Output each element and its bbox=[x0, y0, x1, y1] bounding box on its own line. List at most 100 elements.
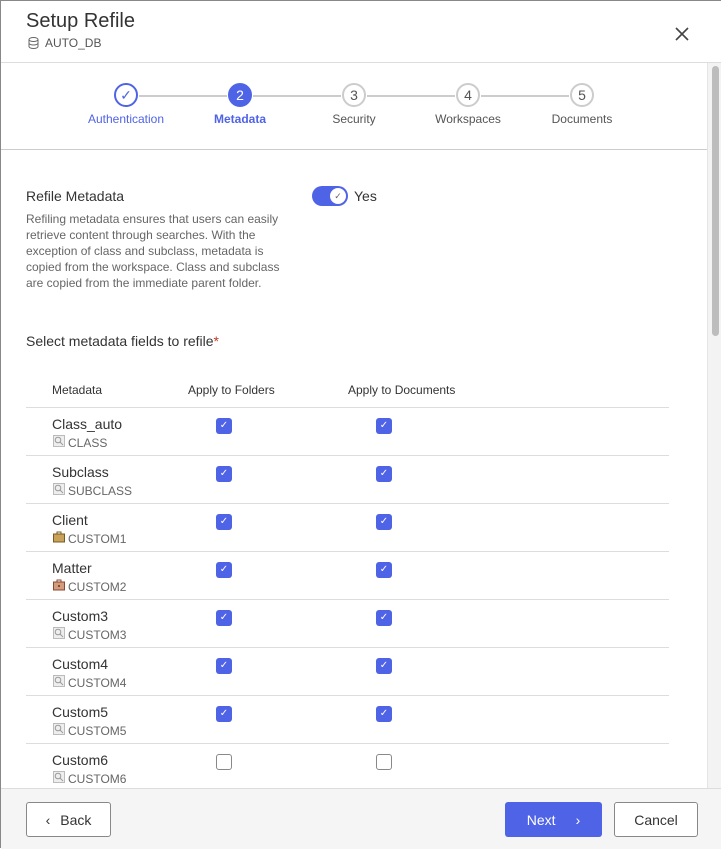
apply-folders-checkbox[interactable]: ✓ bbox=[216, 658, 232, 674]
step-workspaces[interactable]: 4 Workspaces bbox=[408, 83, 528, 126]
lookup-icon bbox=[53, 435, 65, 450]
table-row: Client CUSTOM1 ✓ ✓ bbox=[26, 504, 669, 552]
chevron-right-icon: › bbox=[575, 811, 581, 828]
metadata-code-text: CUSTOM6 bbox=[68, 771, 127, 786]
apply-folders-checkbox[interactable]: ✓ bbox=[216, 514, 232, 530]
apply-folders-checkbox[interactable]: ✓ bbox=[216, 466, 232, 482]
step-number: 4 bbox=[456, 83, 480, 107]
step-connector bbox=[139, 95, 227, 97]
metadata-name: Custom5 bbox=[52, 704, 109, 720]
wizard-stepper: ✓ Authentication 2 Metadata 3 Security 4 Worksp… bbox=[1, 63, 707, 150]
table-row: Custom6 CUSTOM6 bbox=[26, 744, 669, 788]
step-number: 5 bbox=[570, 83, 594, 107]
table-row: Custom3 CUSTOM3 ✓ ✓ bbox=[26, 600, 669, 648]
scrollbar-thumb[interactable] bbox=[712, 66, 719, 336]
step-security[interactable]: 3 Security bbox=[294, 83, 414, 126]
step-label: Security bbox=[332, 112, 376, 126]
apply-documents-checkbox[interactable]: ✓ bbox=[376, 562, 392, 578]
select-fields-text: Select metadata fields to refile bbox=[26, 333, 214, 349]
metadata-code: CUSTOM4 bbox=[53, 675, 126, 690]
metadata-name: Custom6 bbox=[52, 752, 109, 768]
metadata-code-text: CUSTOM5 bbox=[68, 723, 127, 738]
metadata-name: Subclass bbox=[52, 464, 109, 480]
metadata-name: Client bbox=[52, 512, 88, 528]
lookup-icon bbox=[53, 627, 65, 642]
step-label: Metadata bbox=[213, 112, 266, 126]
metadata-code: CUSTOM1 bbox=[53, 531, 126, 546]
content-area: Refile Metadata Refiling metadata ensure… bbox=[1, 150, 707, 788]
step-label: Authentication bbox=[87, 112, 165, 126]
chevron-left-icon: ‹ bbox=[45, 811, 51, 828]
back-label: Back bbox=[60, 811, 92, 828]
metadata-code-text: SUBCLASS bbox=[68, 483, 133, 498]
step-label: Documents bbox=[551, 112, 613, 126]
apply-documents-checkbox[interactable]: ✓ bbox=[376, 610, 392, 626]
apply-documents-checkbox[interactable]: ✓ bbox=[376, 418, 392, 434]
refile-metadata-toggle[interactable]: ✓ bbox=[312, 186, 348, 206]
metadata-code: CLASS bbox=[53, 435, 107, 450]
apply-folders-checkbox[interactable]: ✓ bbox=[216, 610, 232, 626]
step-connector bbox=[367, 95, 455, 97]
table-row: Matter CUSTOM2 ✓ ✓ bbox=[26, 552, 669, 600]
lookup-icon bbox=[53, 723, 65, 738]
header-metadata: Metadata bbox=[52, 383, 103, 397]
select-fields-label: Select metadata fields to refile* bbox=[26, 333, 219, 349]
apply-documents-checkbox[interactable]: ✓ bbox=[376, 466, 392, 482]
metadata-name: Class_auto bbox=[52, 416, 123, 432]
metadata-code-text: CUSTOM4 bbox=[68, 675, 127, 690]
table-header: Metadata Apply to Folders Apply to Docum… bbox=[26, 381, 669, 408]
table-row: Subclass SUBCLASS ✓ ✓ bbox=[26, 456, 669, 504]
apply-folders-checkbox[interactable]: ✓ bbox=[216, 418, 232, 434]
step-metadata[interactable]: 2 Metadata bbox=[180, 83, 300, 126]
refile-metadata-description: Refiling metadata ensures that users can… bbox=[26, 212, 280, 290]
step-number: 3 bbox=[342, 83, 366, 107]
lookup-icon bbox=[53, 675, 65, 690]
metadata-name: Custom3 bbox=[52, 608, 109, 624]
apply-folders-checkbox[interactable]: ✓ bbox=[216, 562, 232, 578]
apply-folders-checkbox[interactable] bbox=[216, 754, 232, 770]
cancel-button[interactable]: Cancel bbox=[614, 802, 698, 837]
apply-documents-checkbox[interactable]: ✓ bbox=[376, 706, 392, 722]
database-label: AUTO_DB bbox=[28, 36, 101, 50]
metadata-code: SUBCLASS bbox=[53, 483, 132, 498]
metadata-code: CUSTOM6 bbox=[53, 771, 126, 786]
apply-documents-checkbox[interactable] bbox=[376, 754, 392, 770]
cancel-label: Cancel bbox=[634, 811, 678, 828]
step-number: 2 bbox=[228, 83, 252, 107]
metadata-code-text: CUSTOM3 bbox=[68, 627, 127, 642]
metadata-code-text: CLASS bbox=[68, 435, 108, 450]
dialog-header: Setup Refile AUTO_DB bbox=[1, 1, 721, 63]
close-icon[interactable] bbox=[673, 25, 691, 43]
check-icon: ✓ bbox=[114, 83, 138, 107]
metadata-name: Custom4 bbox=[52, 656, 109, 672]
metadata-code: CUSTOM3 bbox=[53, 627, 126, 642]
client-briefcase-icon bbox=[53, 531, 65, 546]
database-name: AUTO_DB bbox=[45, 36, 102, 50]
table-row: Class_auto CLASS ✓ ✓ bbox=[26, 408, 669, 456]
metadata-name: Matter bbox=[52, 560, 92, 576]
step-documents[interactable]: 5 Documents bbox=[522, 83, 642, 126]
step-authentication[interactable]: ✓ Authentication bbox=[66, 83, 186, 126]
dialog-footer: ‹ Back Next › Cancel bbox=[1, 788, 721, 849]
next-label: Next bbox=[526, 811, 556, 828]
table-row: Custom5 CUSTOM5 ✓ ✓ bbox=[26, 696, 669, 744]
scrollbar[interactable] bbox=[707, 63, 721, 788]
apply-documents-checkbox[interactable]: ✓ bbox=[376, 514, 392, 530]
lookup-icon bbox=[53, 483, 65, 498]
metadata-code-text: CUSTOM1 bbox=[68, 531, 127, 546]
header-apply-folders: Apply to Folders bbox=[188, 383, 275, 397]
next-button[interactable]: Next › bbox=[505, 802, 602, 837]
apply-folders-checkbox[interactable]: ✓ bbox=[216, 706, 232, 722]
header-apply-documents: Apply to Documents bbox=[348, 383, 456, 397]
refile-metadata-title: Refile Metadata bbox=[26, 188, 125, 204]
back-button[interactable]: ‹ Back bbox=[26, 802, 111, 837]
step-label: Workspaces bbox=[435, 112, 501, 126]
check-icon: ✓ bbox=[330, 188, 346, 204]
apply-documents-checkbox[interactable]: ✓ bbox=[376, 658, 392, 674]
step-connector bbox=[481, 95, 569, 97]
dialog-title: Setup Refile bbox=[26, 10, 135, 32]
matter-briefcase-icon bbox=[53, 579, 65, 594]
metadata-code-text: CUSTOM2 bbox=[68, 579, 127, 594]
toggle-label: Yes bbox=[354, 188, 377, 204]
